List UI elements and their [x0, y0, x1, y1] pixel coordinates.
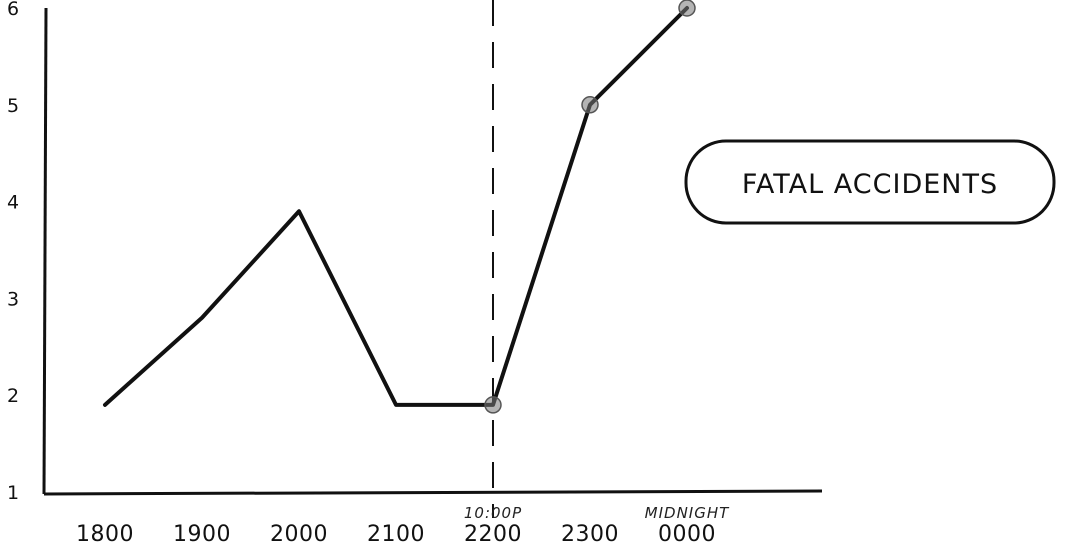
x-tick-label: 1900 — [173, 522, 231, 547]
y-tick-label: 1 — [7, 482, 19, 504]
x-tick-label: 2300 — [561, 522, 619, 547]
y-axis — [42, 7, 48, 495]
series-group — [103, 0, 696, 414]
annotations: 10:00P MIDNIGHT — [464, 504, 730, 522]
x-tick-label: 1800 — [76, 522, 134, 547]
x-tick-label: 2000 — [270, 522, 328, 547]
y-tick-label: 6 — [7, 0, 19, 20]
y-tick-label: 3 — [7, 288, 19, 310]
series-line — [103, 6, 689, 407]
data-point — [678, 0, 696, 17]
data-point — [581, 96, 599, 114]
x-axis — [43, 489, 823, 496]
y-tick-labels: 1 2 3 4 5 6 — [7, 0, 19, 504]
x-tick-label: 2200 — [464, 522, 522, 547]
legend-box — [684, 139, 1056, 225]
annotation-label: 10:00P — [464, 504, 522, 522]
y-tick-label: 5 — [7, 95, 19, 117]
x-tick-label: 2100 — [367, 522, 425, 547]
x-tick-labels: 1800 1900 2000 2100 2200 2300 0000 — [76, 522, 716, 547]
annotation-label: MIDNIGHT — [645, 504, 730, 522]
x-tick-label: 0000 — [658, 522, 716, 547]
y-tick-label: 2 — [7, 385, 19, 407]
axes — [42, 7, 823, 496]
legend-label: FATAL ACCIDENTS — [742, 169, 998, 200]
legend: FATAL ACCIDENTS — [684, 139, 1056, 225]
data-point — [484, 396, 502, 414]
y-tick-label: 4 — [7, 192, 19, 214]
